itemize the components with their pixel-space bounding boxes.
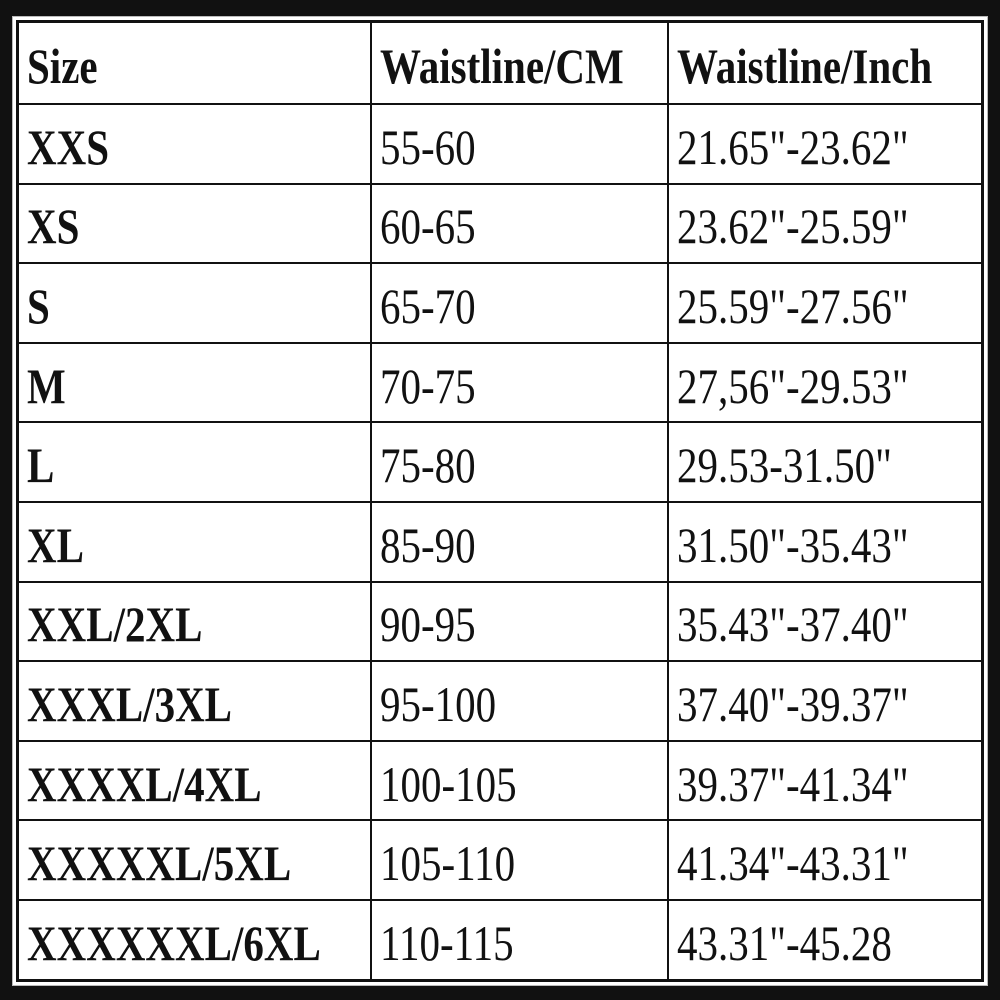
size-cell: XXL/2XL: [16, 580, 372, 663]
header-waist-cm: Waistline/CM: [369, 20, 669, 105]
size-cell: XXXL/3XL: [16, 660, 372, 742]
waist-cm-cell: 65-70: [369, 262, 669, 344]
table-row: S 65-70 25.59"-27.56": [16, 262, 984, 344]
waist-cm-cell: 90-95: [369, 580, 669, 663]
waist-cm-cell: 110-115: [369, 899, 669, 982]
waist-inch-cell: 23.62"-25.59": [666, 182, 984, 265]
size-cell: S: [16, 262, 372, 344]
table-row: XXXL/3XL 95-100 37.40"-39.37": [16, 660, 984, 742]
waist-inch-cell: 43.31"-45.28: [666, 899, 984, 982]
size-cell: XL: [16, 501, 372, 583]
table-row: XXL/2XL 90-95 35.43"-37.40": [16, 580, 984, 663]
size-chart: Size Waistline/CM Waistline/Inch XXS 55-6…: [12, 16, 988, 986]
waist-cm-cell: 70-75: [369, 341, 669, 424]
header-row: Size Waistline/CM Waistline/Inch: [16, 20, 984, 105]
table-row: XL 85-90 31.50"-35.43": [16, 501, 984, 583]
size-cell: XXXXL/4XL: [16, 739, 372, 822]
waist-inch-cell: 27,56"-29.53": [666, 341, 984, 424]
waist-inch-cell: 35.43"-37.40": [666, 580, 984, 663]
waist-cm-cell: 95-100: [369, 660, 669, 742]
size-cell: XXS: [16, 103, 372, 185]
waist-inch-cell: 29.53-31.50": [666, 421, 984, 504]
waist-inch-cell: 39.37"-41.34": [666, 739, 984, 822]
waist-cm-cell: 85-90: [369, 501, 669, 583]
size-cell: L: [16, 421, 372, 504]
waist-cm-cell: 55-60: [369, 103, 669, 185]
size-table: Size Waistline/CM Waistline/Inch XXS 55-6…: [16, 20, 984, 982]
waist-inch-cell: 21.65"-23.62": [666, 103, 984, 185]
waist-cm-cell: 105-110: [369, 819, 669, 902]
waist-cm-cell: 75-80: [369, 421, 669, 504]
waist-cm-cell: 60-65: [369, 182, 669, 265]
table-row: L 75-80 29.53-31.50": [16, 421, 984, 504]
size-cell: XS: [16, 182, 372, 265]
waist-inch-cell: 25.59"-27.56": [666, 262, 984, 344]
size-cell: XXXXXXL/6XL: [16, 899, 372, 982]
table-row: M 70-75 27,56"-29.53": [16, 341, 984, 424]
waist-inch-cell: 41.34"-43.31": [666, 819, 984, 902]
table-row: XXXXL/4XL 100-105 39.37"-41.34": [16, 739, 984, 822]
table-row: XS 60-65 23.62"-25.59": [16, 182, 984, 265]
waist-inch-cell: 31.50"-35.43": [666, 501, 984, 583]
table-row: XXXXXL/5XL 105-110 41.34"-43.31": [16, 819, 984, 902]
size-cell: M: [16, 341, 372, 424]
header-size: Size: [16, 20, 372, 105]
table-row: XXS 55-60 21.65"-23.62": [16, 103, 984, 185]
size-cell: XXXXXL/5XL: [16, 819, 372, 902]
waist-inch-cell: 37.40"-39.37": [666, 660, 984, 742]
table-row: XXXXXXL/6XL 110-115 43.31"-45.28: [16, 899, 984, 982]
waist-cm-cell: 100-105: [369, 739, 669, 822]
header-waist-inch: Waistline/Inch: [666, 20, 984, 105]
